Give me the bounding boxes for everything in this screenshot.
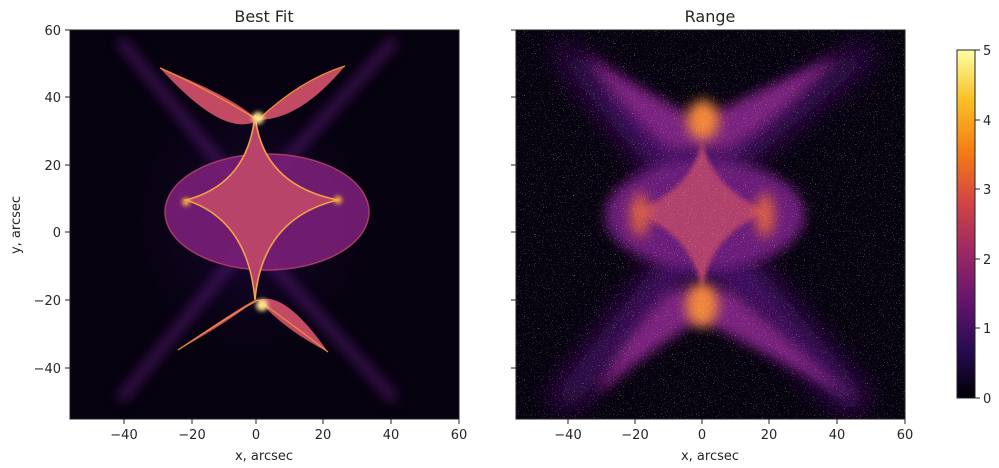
x-axis-label: x, arcsec (235, 449, 293, 464)
colorbar-tick-label: 5 (983, 44, 991, 59)
x-tick-label: 20 (761, 428, 778, 443)
colorbar-tick-label: 4 (983, 114, 991, 129)
panel-title: Best Fit (234, 7, 293, 26)
panel-best-fit: Best Fit (9, 7, 467, 464)
x-tick-label: 40 (383, 428, 400, 443)
y-ticks: −40 −20 0 20 40 60 (34, 24, 70, 377)
y-tick-label: 40 (44, 91, 61, 106)
x-tick-label: −20 (178, 428, 205, 443)
x-ticks: −40 −20 0 20 40 60 (110, 419, 467, 443)
colorbar-ticks: 0 1 2 3 4 5 (975, 44, 991, 407)
y-tick-label: −20 (34, 294, 61, 309)
panel-title: Range (685, 7, 736, 26)
heatmap-image (516, 30, 905, 419)
colorbar-gradient (956, 49, 976, 399)
x-tick-label: 60 (897, 428, 914, 443)
x-tick-label: 0 (698, 428, 706, 443)
heatmap-image (70, 30, 459, 419)
colorbar-tick-label: 1 (983, 322, 991, 337)
colorbar: 0 1 2 3 4 5 (956, 44, 991, 407)
axes-frame (69, 29, 460, 420)
x-tick-label: −40 (110, 428, 137, 443)
colorbar-tick-label: 3 (983, 183, 991, 198)
x-tick-label: 20 (315, 428, 332, 443)
y-tick-label: 60 (44, 24, 61, 39)
y-tick-label: −40 (34, 362, 61, 377)
y-tick-label: 0 (53, 226, 61, 241)
x-tick-label: −40 (554, 428, 581, 443)
axes-frame (515, 29, 906, 420)
y-tick-label: 20 (44, 159, 61, 174)
x-tick-label: 60 (451, 428, 468, 443)
x-tick-label: 40 (829, 428, 846, 443)
panel-range: Range (511, 7, 913, 464)
y-axis-label: y, arcsec (9, 196, 24, 254)
y-ticks (511, 29, 516, 369)
colorbar-tick-label: 0 (983, 392, 991, 407)
x-tick-label: −20 (621, 428, 648, 443)
x-ticks: −40 −20 0 20 40 60 (554, 419, 913, 443)
x-tick-label: 0 (252, 428, 260, 443)
colorbar-tick-label: 2 (983, 253, 991, 268)
x-axis-label: x, arcsec (681, 449, 739, 464)
